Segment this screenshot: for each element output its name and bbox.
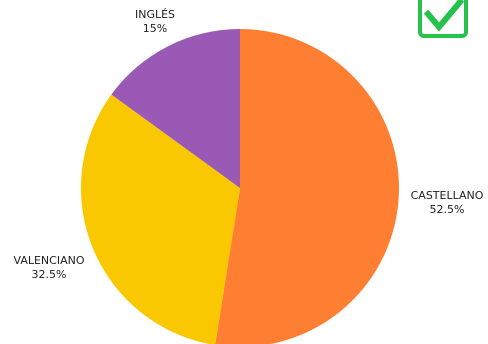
slice-label-name: INGLÉS xyxy=(135,8,175,21)
check-box-frame xyxy=(418,0,468,38)
slice-label-value: 32.5% xyxy=(32,268,67,281)
pie-slices xyxy=(81,29,399,344)
slice-label-value: 15% xyxy=(143,22,167,35)
slice-label-value: 52.5% xyxy=(430,203,465,216)
check-icon xyxy=(418,0,468,38)
pie-slice-ingles xyxy=(111,29,240,188)
slice-label-name: VALENCIANO xyxy=(14,254,85,267)
pie-slice-valenciano xyxy=(81,94,240,344)
check-badge xyxy=(418,0,468,38)
pie-slice-castellano xyxy=(215,29,399,344)
slice-label-name: CASTELLANO xyxy=(411,189,484,202)
check-mark xyxy=(423,0,465,32)
